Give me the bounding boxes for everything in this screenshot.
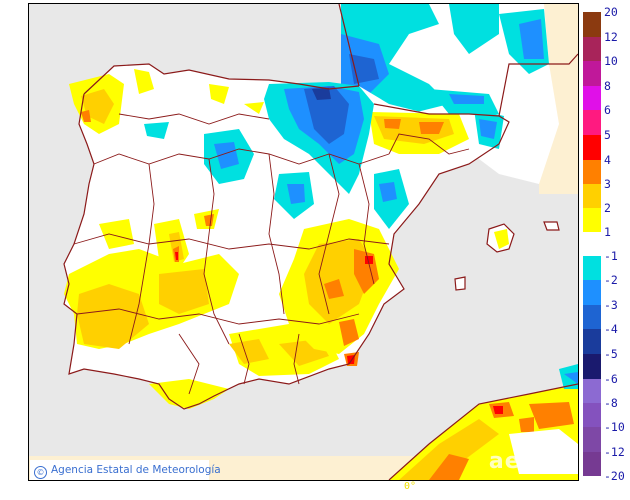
legend-swatch-neg10-neg12 (583, 427, 601, 452)
legend-tick: -3 (604, 298, 618, 312)
legend-tick: 4 (604, 153, 611, 167)
legend-tick: 8 (604, 79, 611, 93)
legend-swatch-neg6-neg8 (583, 379, 601, 403)
legend-tick: 20 (604, 5, 618, 19)
legend-swatch-8-10 (583, 61, 601, 86)
legend-swatch-neg5-neg6 (583, 354, 601, 379)
colorbar-legend: 20 12 10 8 6 5 4 3 2 1 -1 -2 -3 -4 -5 -6… (583, 0, 630, 500)
legend-tick: 5 (604, 128, 611, 142)
legend-swatch-12-20 (583, 12, 601, 37)
legend-swatch-10-12 (583, 37, 601, 61)
legend-tick: 1 (604, 225, 611, 239)
credit-text: Agencia Estatal de Meteorología (51, 464, 221, 476)
anomaly-map: © Agencia Estatal de Meteorología aemet (28, 3, 579, 481)
legend-swatch-4-5 (583, 135, 601, 160)
legend-tick: -20 (604, 469, 625, 483)
legend-tick: 12 (604, 30, 618, 44)
legend-swatch-6-8 (583, 86, 601, 110)
longitude-label: 0° (404, 481, 417, 492)
legend-tick: -4 (604, 322, 618, 336)
legend-tick: 3 (604, 177, 611, 191)
aemet-watermark: aemet (488, 449, 572, 474)
legend-tick: -2 (604, 273, 618, 287)
legend-tick: -5 (604, 347, 618, 361)
legend-swatch-neg1-neg2 (583, 256, 601, 280)
copyright-icon: © (34, 466, 47, 479)
legend-tick: 6 (604, 103, 611, 117)
legend-tick: 2 (604, 201, 611, 215)
legend-tick: -6 (604, 372, 618, 386)
map-canvas (29, 4, 578, 480)
legend-tick: 10 (604, 54, 618, 68)
legend-swatch-2-3 (583, 184, 601, 208)
legend-swatch-neg3-neg4 (583, 305, 601, 329)
legend-swatch-neg2-neg3 (583, 280, 601, 305)
legend-swatch-1-2 (583, 208, 601, 232)
legend-tick: -1 (604, 249, 618, 263)
legend-swatch-3-4 (583, 160, 601, 184)
legend-swatch-neg4-neg5 (583, 329, 601, 354)
legend-swatch-neg12-neg20 (583, 452, 601, 476)
legend-tick: -12 (604, 445, 625, 459)
legend-swatch-5-6 (583, 110, 601, 135)
legend-swatch-neg8-neg10 (583, 403, 601, 427)
agency-credit: © Agencia Estatal de Meteorología (30, 460, 221, 480)
legend-tick: -10 (604, 420, 625, 434)
legend-tick: -8 (604, 396, 618, 410)
